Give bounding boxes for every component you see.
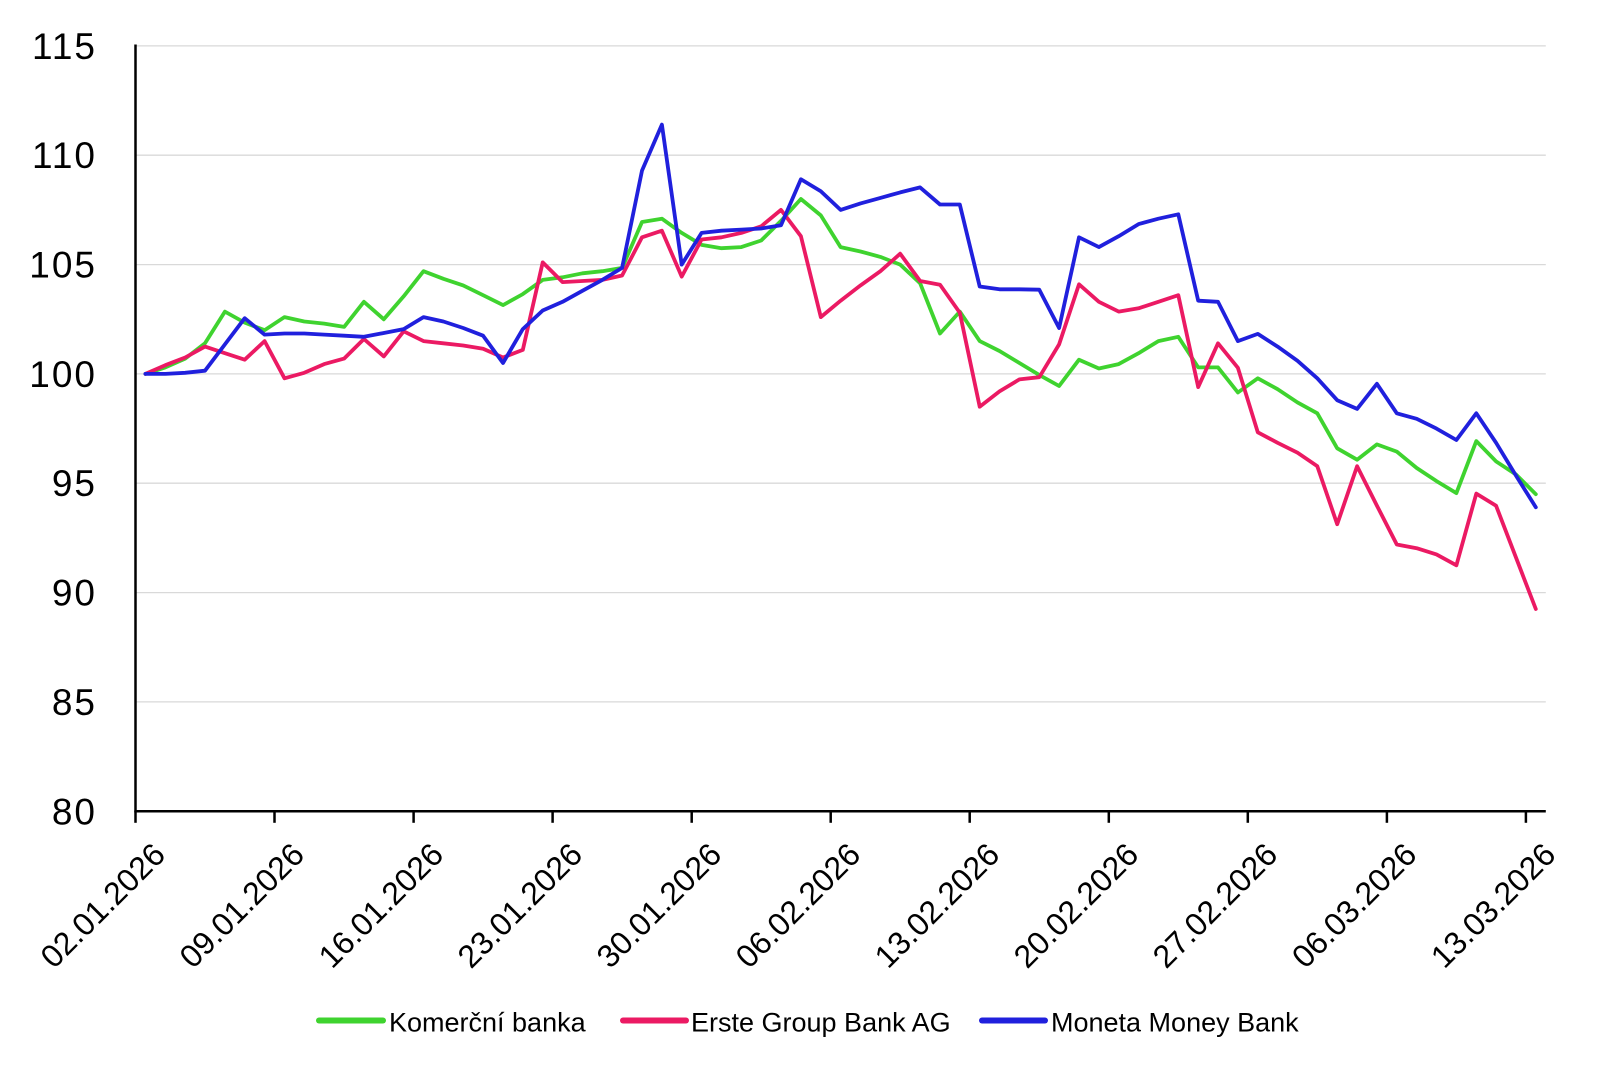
svg-text:90: 90 bbox=[52, 573, 97, 614]
svg-text:115: 115 bbox=[32, 26, 97, 67]
svg-text:110: 110 bbox=[32, 135, 97, 176]
svg-text:Komerční banka: Komerční banka bbox=[389, 1008, 587, 1038]
svg-text:100: 100 bbox=[29, 354, 97, 395]
svg-text:85: 85 bbox=[52, 682, 97, 723]
svg-text:Moneta Money Bank: Moneta Money Bank bbox=[1051, 1008, 1299, 1038]
svg-text:Erste Group Bank AG: Erste Group Bank AG bbox=[691, 1008, 951, 1038]
svg-text:80: 80 bbox=[52, 791, 97, 832]
svg-text:95: 95 bbox=[52, 463, 97, 504]
svg-text:105: 105 bbox=[29, 245, 97, 286]
